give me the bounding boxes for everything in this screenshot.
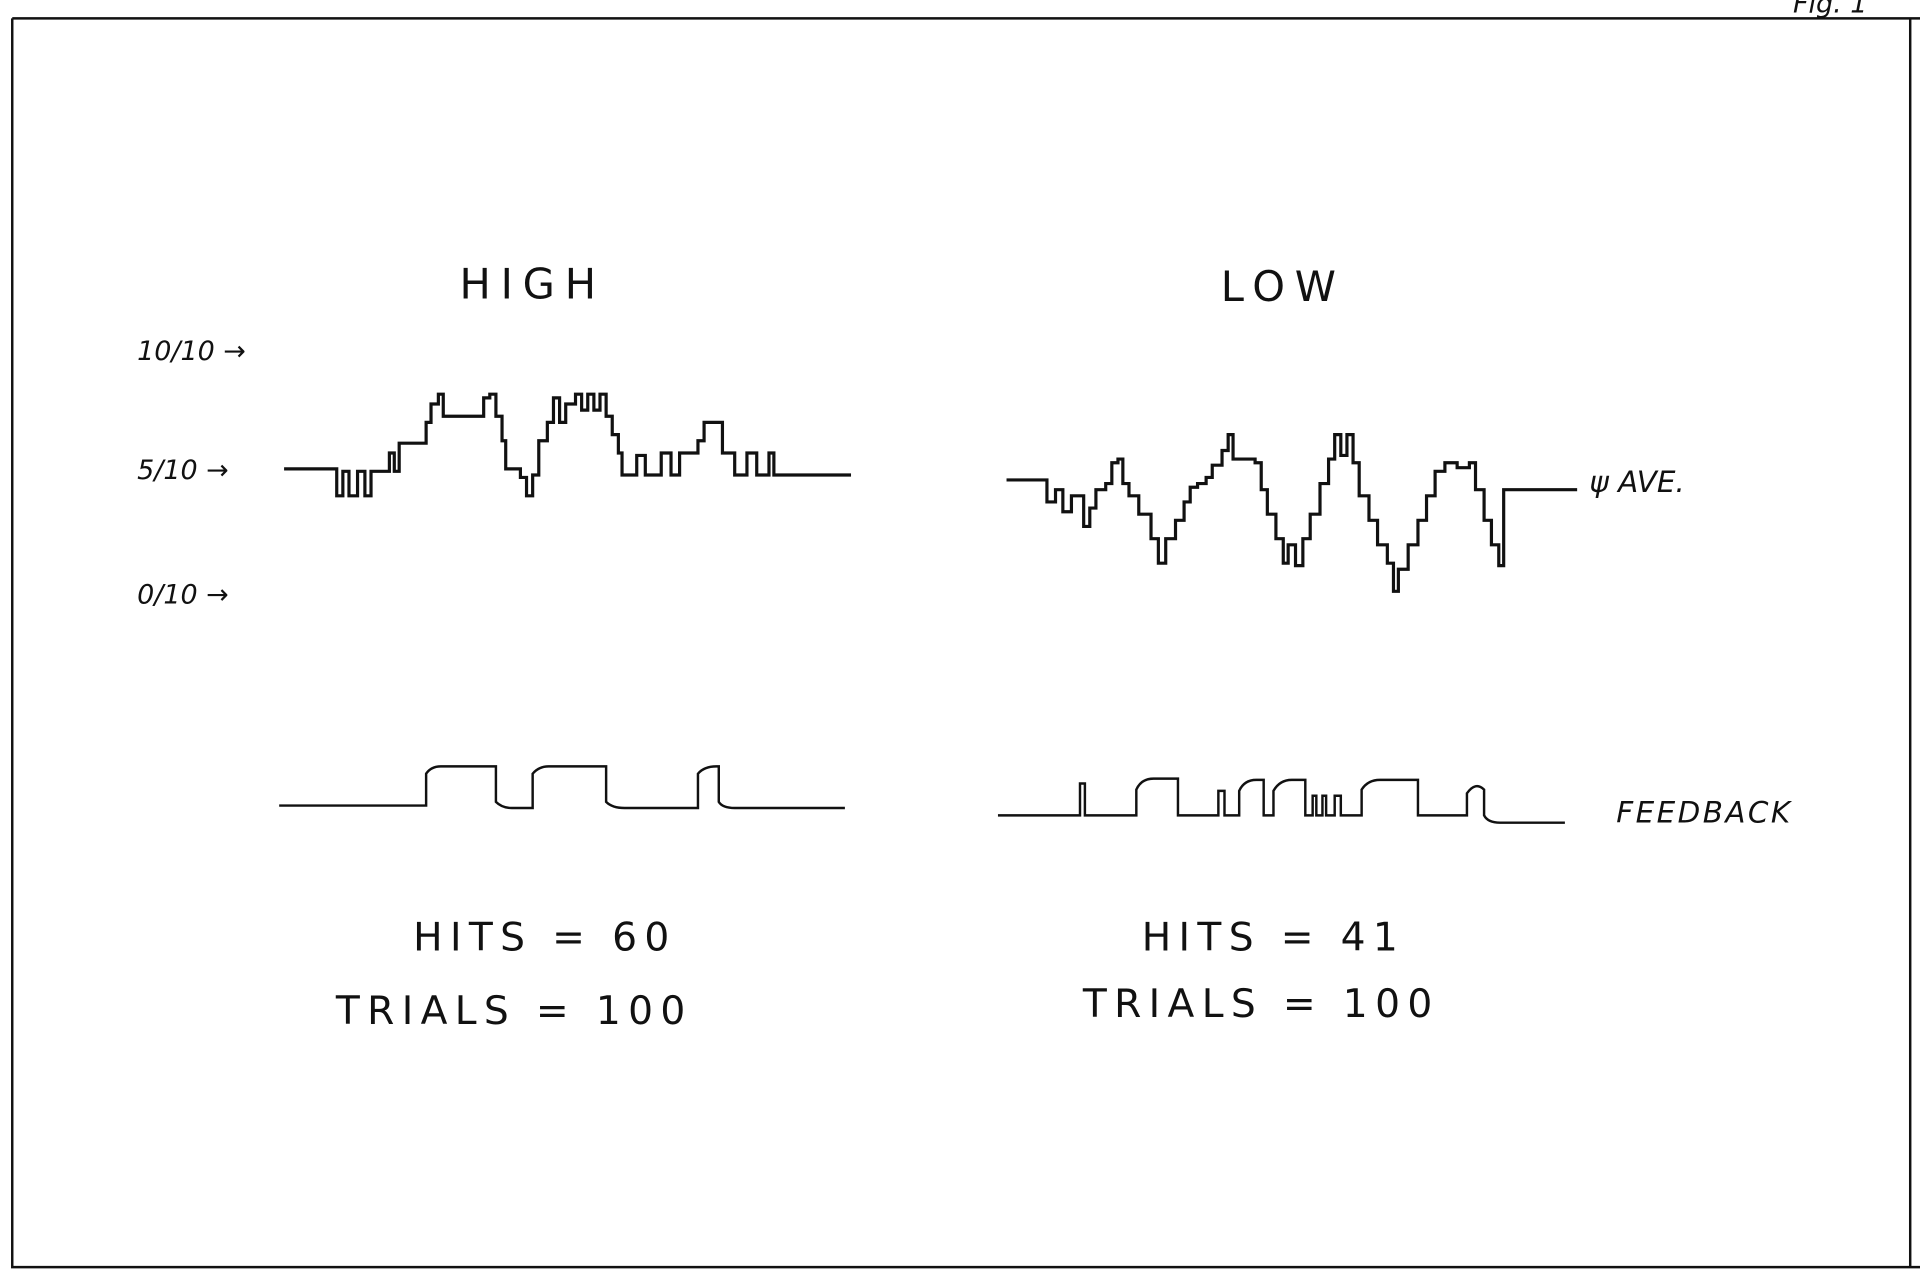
level-label: 5/10 →: [137, 455, 229, 486]
level-label: 0/10 →: [137, 580, 229, 611]
figure-label: Fig. 1: [1793, 0, 1867, 19]
frame: [12, 18, 1920, 1267]
figure: Fig. 1 HIGH LOW 10/10 → 5/10 → 0/10 → ψ …: [0, 0, 1920, 1272]
trials-label: TRIALS = 100: [335, 989, 693, 1034]
feedback-trace: [998, 779, 1565, 823]
trace-label: FEEDBACK: [1616, 796, 1793, 830]
panel-title: LOW: [1221, 262, 1346, 311]
psi-trace: [1007, 435, 1578, 592]
feedback-trace: [279, 766, 845, 808]
trace-label: ψ AVE.: [1589, 465, 1684, 499]
hits-label: HITS = 41: [1142, 916, 1405, 961]
panel-title: HIGH: [460, 260, 606, 309]
trials-label: TRIALS = 100: [1082, 982, 1440, 1027]
hits-label: HITS = 60: [413, 916, 676, 961]
psi-trace: [284, 394, 851, 496]
level-label: 10/10 →: [137, 336, 246, 367]
